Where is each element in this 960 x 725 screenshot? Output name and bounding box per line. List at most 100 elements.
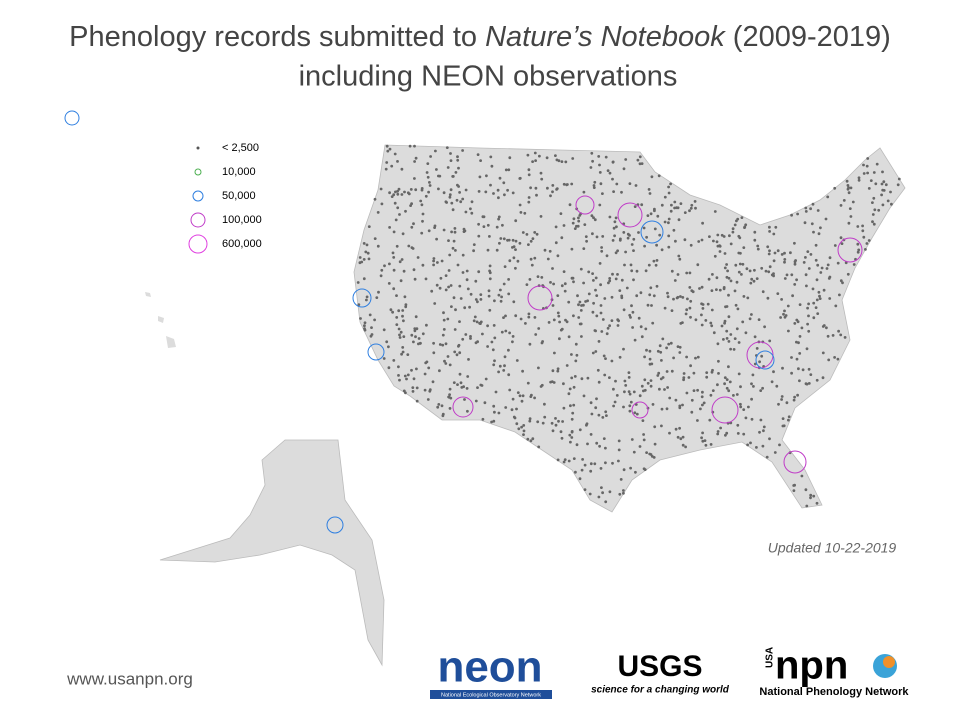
site-dot xyxy=(357,303,361,306)
site-dot xyxy=(466,409,469,413)
site-dot xyxy=(582,281,585,285)
site-dot xyxy=(663,220,667,224)
site-dot xyxy=(393,201,397,205)
site-dot xyxy=(459,297,463,300)
site-dot xyxy=(737,251,741,255)
site-dot xyxy=(497,196,500,200)
site-dot xyxy=(655,284,659,288)
site-dot xyxy=(497,411,501,415)
site-dot xyxy=(616,324,620,327)
site-dot xyxy=(700,323,704,327)
site-dot xyxy=(727,365,730,369)
site-dot xyxy=(694,318,698,322)
site-dot xyxy=(521,394,525,398)
site-dot xyxy=(576,294,579,298)
site-dot xyxy=(800,474,804,478)
site-dot xyxy=(694,206,697,210)
site-dot xyxy=(687,376,691,379)
site-dot xyxy=(828,256,832,260)
site-dot xyxy=(427,229,431,233)
site-dot xyxy=(665,346,668,350)
site-dot xyxy=(777,402,780,406)
site-dot xyxy=(428,388,432,392)
site-dot xyxy=(865,242,869,245)
site-dot xyxy=(656,374,660,377)
site-dot xyxy=(512,300,516,304)
site-dot xyxy=(394,190,397,194)
site-dot xyxy=(385,144,389,148)
site-dot xyxy=(458,284,462,288)
site-dot xyxy=(502,181,506,185)
site-dot xyxy=(503,355,507,359)
site-dot xyxy=(790,273,794,277)
site-dot xyxy=(476,300,479,304)
site-dot xyxy=(733,223,737,227)
site-dot xyxy=(403,374,407,378)
site-dot xyxy=(402,319,405,323)
site-dot xyxy=(601,235,605,238)
site-dot xyxy=(660,359,663,362)
site-dot xyxy=(710,308,714,312)
site-dot xyxy=(362,242,366,245)
site-dot xyxy=(413,329,417,333)
site-dot xyxy=(595,235,599,239)
site-dot xyxy=(570,430,574,434)
site-dot xyxy=(896,183,900,187)
site-dot xyxy=(809,207,812,211)
site-dot xyxy=(649,384,653,388)
site-dot xyxy=(748,317,752,321)
site-dot xyxy=(785,273,789,277)
site-dot xyxy=(635,269,639,273)
site-dot xyxy=(643,244,646,248)
site-dot xyxy=(718,288,722,292)
site-dot xyxy=(478,175,482,179)
site-dot xyxy=(678,345,682,349)
site-dot xyxy=(531,437,535,441)
site-dot xyxy=(408,144,412,148)
site-dot xyxy=(670,309,674,312)
site-dot xyxy=(503,364,506,368)
site-dot xyxy=(654,263,658,267)
site-dot xyxy=(689,315,692,319)
site-dot xyxy=(632,278,635,282)
site-dot xyxy=(420,187,424,190)
site-dot xyxy=(630,269,634,273)
site-dot xyxy=(800,326,804,330)
site-dot xyxy=(468,305,471,309)
site-dot xyxy=(812,230,815,234)
site-dot xyxy=(456,155,459,159)
site-dot xyxy=(789,251,792,255)
site-dot xyxy=(660,248,664,252)
site-dot xyxy=(629,400,633,404)
site-dot xyxy=(599,182,603,186)
site-dot xyxy=(358,256,362,259)
site-dot xyxy=(504,314,507,318)
site-dot xyxy=(667,191,671,195)
site-dot xyxy=(737,372,741,376)
site-dot xyxy=(640,162,644,166)
site-dot xyxy=(421,263,425,267)
site-dot xyxy=(796,393,799,397)
site-dot xyxy=(780,398,783,401)
site-dot xyxy=(793,241,796,245)
site-dot xyxy=(488,235,491,238)
site-dot xyxy=(811,287,815,291)
site-dot xyxy=(493,359,496,363)
site-dot xyxy=(486,324,489,328)
site-dot xyxy=(470,211,474,215)
site-dot xyxy=(606,326,610,330)
site-dot xyxy=(572,217,576,221)
site-dot xyxy=(575,353,579,357)
site-dot xyxy=(567,300,571,304)
site-dot xyxy=(531,160,534,164)
site-dot xyxy=(541,340,544,343)
site-dot xyxy=(527,196,531,199)
site-dot xyxy=(523,211,527,215)
site-dot xyxy=(651,403,655,406)
site-dot xyxy=(851,200,855,204)
site-dot xyxy=(562,382,565,386)
site-dot xyxy=(846,272,850,276)
site-dot xyxy=(716,430,720,433)
site-dot xyxy=(392,230,396,234)
site-dot xyxy=(589,469,593,473)
